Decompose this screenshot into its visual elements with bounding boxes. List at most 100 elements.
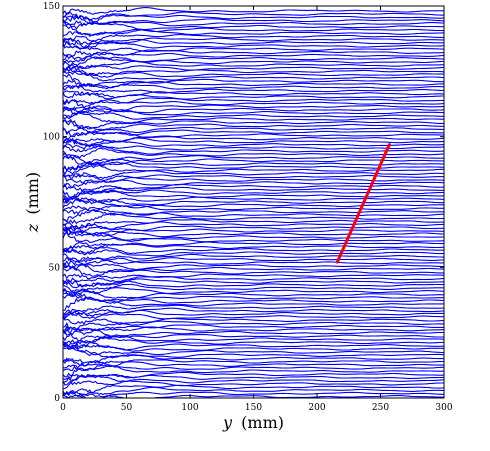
wavefront-line (62, 290, 444, 299)
wavefront-line (62, 343, 445, 359)
wavefront-line (62, 79, 445, 94)
wavefront-line (62, 212, 445, 226)
y-axis-var: z (23, 223, 42, 233)
wavefront-line (62, 189, 445, 205)
wavefront-line (62, 197, 445, 209)
wavefront-line (62, 206, 444, 216)
wavefront-line (62, 150, 444, 166)
wavefront-line (62, 97, 445, 106)
wavefront-line (62, 173, 444, 183)
wavefront-line (62, 29, 445, 37)
wavefront-line (62, 371, 444, 381)
wavefront-line (62, 128, 445, 139)
wavefront-line (62, 189, 444, 205)
wavefront-line (62, 278, 445, 288)
wavefront-line (62, 221, 444, 231)
wavefront-line (62, 230, 445, 241)
wavefront-line (62, 152, 444, 165)
wavefront-line (62, 287, 445, 294)
wavefront-line (62, 257, 445, 265)
wavefront-line (62, 111, 445, 124)
wavefront-line (62, 245, 444, 254)
wavefront-line (62, 11, 444, 21)
wavefront-line (62, 118, 444, 130)
x-tick-label: 250 (372, 403, 389, 413)
red-line (335, 143, 391, 264)
wavefront-line (62, 14, 444, 26)
wavefront-line (62, 283, 445, 294)
wavefront-line (62, 218, 445, 230)
wavefront-line (62, 268, 444, 280)
wavefront-line (62, 49, 445, 61)
wavefront-line (62, 307, 445, 320)
wavefront-line (62, 110, 444, 120)
y-tick-label: 150 (43, 2, 60, 12)
wavefront-line (62, 317, 444, 325)
x-axis-unit: (mm) (241, 413, 284, 432)
wavefront-line (62, 225, 445, 238)
wavefront-line (62, 322, 444, 336)
x-tick-label: 0 (60, 403, 66, 413)
wavefront-lines (62, 7, 445, 399)
wavefront-line (62, 175, 444, 188)
wavefront-line (62, 262, 444, 279)
wavefront-line (62, 40, 445, 50)
wavefront-line (62, 64, 444, 78)
x-tick-label: 50 (121, 403, 133, 413)
wavefront-line (62, 105, 444, 114)
wavefront-line (62, 119, 444, 134)
wavefront-line (62, 90, 444, 100)
wavefront-line (62, 81, 444, 91)
wavefront-line (62, 325, 444, 338)
wavefront-line (62, 125, 445, 134)
wavefront-line (62, 105, 445, 116)
wavefront-line (62, 354, 444, 364)
wavefront-line (62, 342, 445, 351)
x-tick-label: 100 (181, 403, 198, 413)
wavefront-line (62, 257, 444, 272)
x-tick-label: 300 (435, 403, 452, 413)
wavefront-line (62, 297, 445, 312)
wavefront-line (62, 22, 445, 31)
wavefront-line (62, 374, 444, 390)
wavefront-line (62, 247, 444, 257)
wavefront-line (62, 336, 445, 350)
wavefront-line (62, 260, 445, 274)
wavefront-line (62, 373, 445, 384)
wavefront-line (62, 34, 445, 45)
wavefront-line (62, 231, 444, 247)
wavefront-line (62, 209, 444, 223)
wavefront-line (62, 226, 444, 237)
x-tick-label: 150 (245, 403, 262, 413)
y-tick-label: 100 (43, 133, 60, 143)
wavefront-line (62, 14, 445, 27)
wavefront-line (62, 330, 444, 344)
wavefront-line (62, 190, 445, 204)
wavefront-line (62, 196, 444, 206)
wavefront-line (62, 64, 445, 73)
wavefront-line (62, 144, 445, 155)
y-tick-label: 0 (54, 394, 60, 404)
wavefront-line (62, 82, 445, 90)
wavefront-line (62, 10, 445, 25)
axis-ticks: 0 50 100 150 200 250 300 0 50 100 150 (43, 2, 453, 413)
wavefront-line (62, 365, 445, 378)
wavefront-line (62, 253, 445, 263)
wavefront-line (62, 311, 444, 320)
wavefront-line (62, 73, 444, 87)
wavefront-line (62, 326, 445, 342)
wavefront-line (62, 98, 444, 113)
wavefront-line (62, 342, 444, 357)
wavefront-line (62, 129, 444, 140)
wavefront-line (62, 386, 444, 397)
wavefront-line (62, 287, 445, 304)
wavefront-line (62, 21, 444, 37)
y-axis-unit: (mm) (23, 172, 42, 215)
wavefront-line (62, 139, 445, 150)
wavefront-line (62, 70, 445, 82)
wavefront-line (62, 359, 445, 371)
wavefront-line (62, 304, 445, 320)
wavefront-line (62, 263, 444, 271)
x-tick-label: 200 (308, 403, 325, 413)
